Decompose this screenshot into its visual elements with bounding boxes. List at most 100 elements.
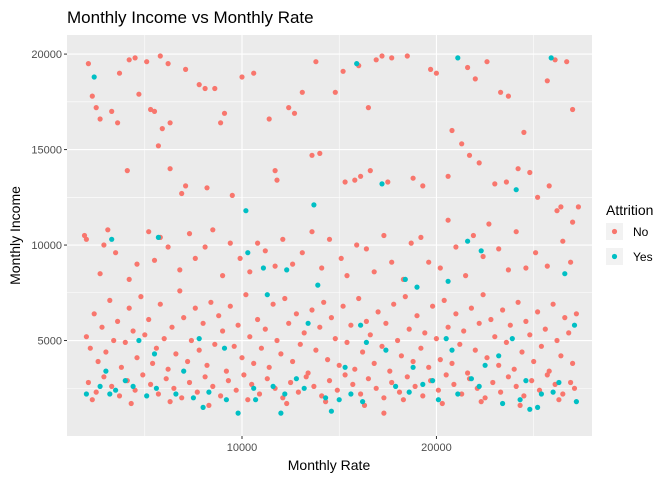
data-point	[109, 108, 115, 114]
data-point	[328, 408, 334, 414]
data-point	[116, 393, 123, 399]
data-point	[344, 273, 350, 279]
data-point	[274, 177, 280, 183]
data-point	[379, 343, 385, 349]
data-point	[126, 57, 132, 63]
data-point	[89, 397, 95, 403]
data-point	[556, 397, 562, 403]
data-point	[153, 345, 159, 351]
data-point	[251, 70, 257, 76]
data-point	[262, 326, 268, 332]
data-point	[301, 385, 307, 391]
data-point	[225, 378, 231, 384]
data-point	[221, 345, 228, 351]
x-tick-label: 20000	[421, 442, 452, 454]
data-point	[202, 244, 208, 250]
data-point	[334, 387, 340, 393]
data-point	[503, 339, 509, 345]
data-point	[245, 250, 251, 256]
data-point	[387, 368, 393, 374]
plot-panel	[67, 35, 592, 436]
data-point	[562, 271, 568, 277]
legend-title: Attrition	[606, 202, 653, 218]
data-point	[206, 389, 212, 395]
data-point	[188, 337, 194, 344]
data-point	[544, 372, 550, 378]
data-point	[115, 318, 121, 324]
data-point	[251, 385, 257, 391]
data-point	[550, 389, 556, 395]
data-point	[245, 397, 251, 403]
data-point	[204, 185, 210, 191]
data-point	[264, 376, 270, 382]
data-point	[255, 240, 261, 246]
data-point	[363, 339, 369, 345]
data-point	[309, 152, 315, 158]
data-point	[161, 336, 167, 342]
data-point	[546, 183, 552, 189]
data-point	[144, 59, 150, 65]
data-point	[336, 397, 342, 403]
data-point	[441, 297, 447, 303]
data-point	[360, 349, 366, 355]
data-point	[303, 374, 309, 380]
data-point	[422, 330, 428, 336]
data-point	[255, 316, 261, 323]
data-point	[216, 313, 222, 319]
data-point	[535, 194, 541, 200]
y-axis-ticks: 5000 10000 15000 20000	[31, 49, 67, 348]
data-point	[486, 221, 492, 227]
data-point	[101, 374, 107, 380]
data-point	[443, 336, 449, 342]
data-point	[443, 372, 449, 378]
data-point	[414, 313, 420, 319]
data-point	[210, 383, 216, 389]
data-point	[435, 397, 441, 403]
data-point	[89, 93, 95, 99]
data-point	[109, 383, 115, 389]
data-point	[243, 208, 249, 214]
data-point	[451, 381, 457, 387]
data-point	[391, 301, 397, 307]
data-point	[192, 305, 198, 311]
data-point	[517, 397, 523, 403]
data-point	[437, 265, 443, 271]
data-point	[420, 381, 426, 387]
data-point	[558, 353, 564, 359]
data-point	[385, 179, 391, 185]
data-point	[173, 351, 179, 357]
data-point	[146, 229, 152, 235]
data-point	[381, 395, 387, 401]
data-point	[420, 393, 426, 399]
data-point	[544, 263, 550, 269]
data-point	[142, 332, 148, 338]
data-point	[210, 227, 216, 233]
data-point	[365, 376, 371, 382]
data-point	[105, 227, 111, 233]
data-point	[490, 379, 496, 386]
data-point	[122, 378, 128, 384]
data-point	[150, 360, 156, 366]
data-point	[515, 166, 521, 172]
data-point	[326, 236, 333, 242]
data-point	[177, 267, 183, 273]
legend-marker-no	[611, 228, 618, 235]
x-axis-ticks: 10000 20000	[227, 436, 452, 454]
data-point	[527, 332, 533, 338]
data-point	[97, 271, 103, 277]
data-point	[430, 303, 436, 309]
data-point	[575, 204, 582, 210]
data-point	[342, 372, 348, 378]
data-point	[297, 341, 303, 347]
y-tick-label: 15000	[31, 145, 62, 157]
data-point	[445, 173, 451, 179]
data-point	[478, 248, 484, 254]
data-point	[568, 379, 574, 386]
data-point	[480, 253, 486, 260]
data-point	[293, 311, 299, 317]
data-point	[562, 315, 568, 321]
data-point	[408, 240, 414, 246]
data-point	[91, 74, 97, 80]
data-point	[151, 108, 158, 114]
data-point	[564, 59, 570, 65]
